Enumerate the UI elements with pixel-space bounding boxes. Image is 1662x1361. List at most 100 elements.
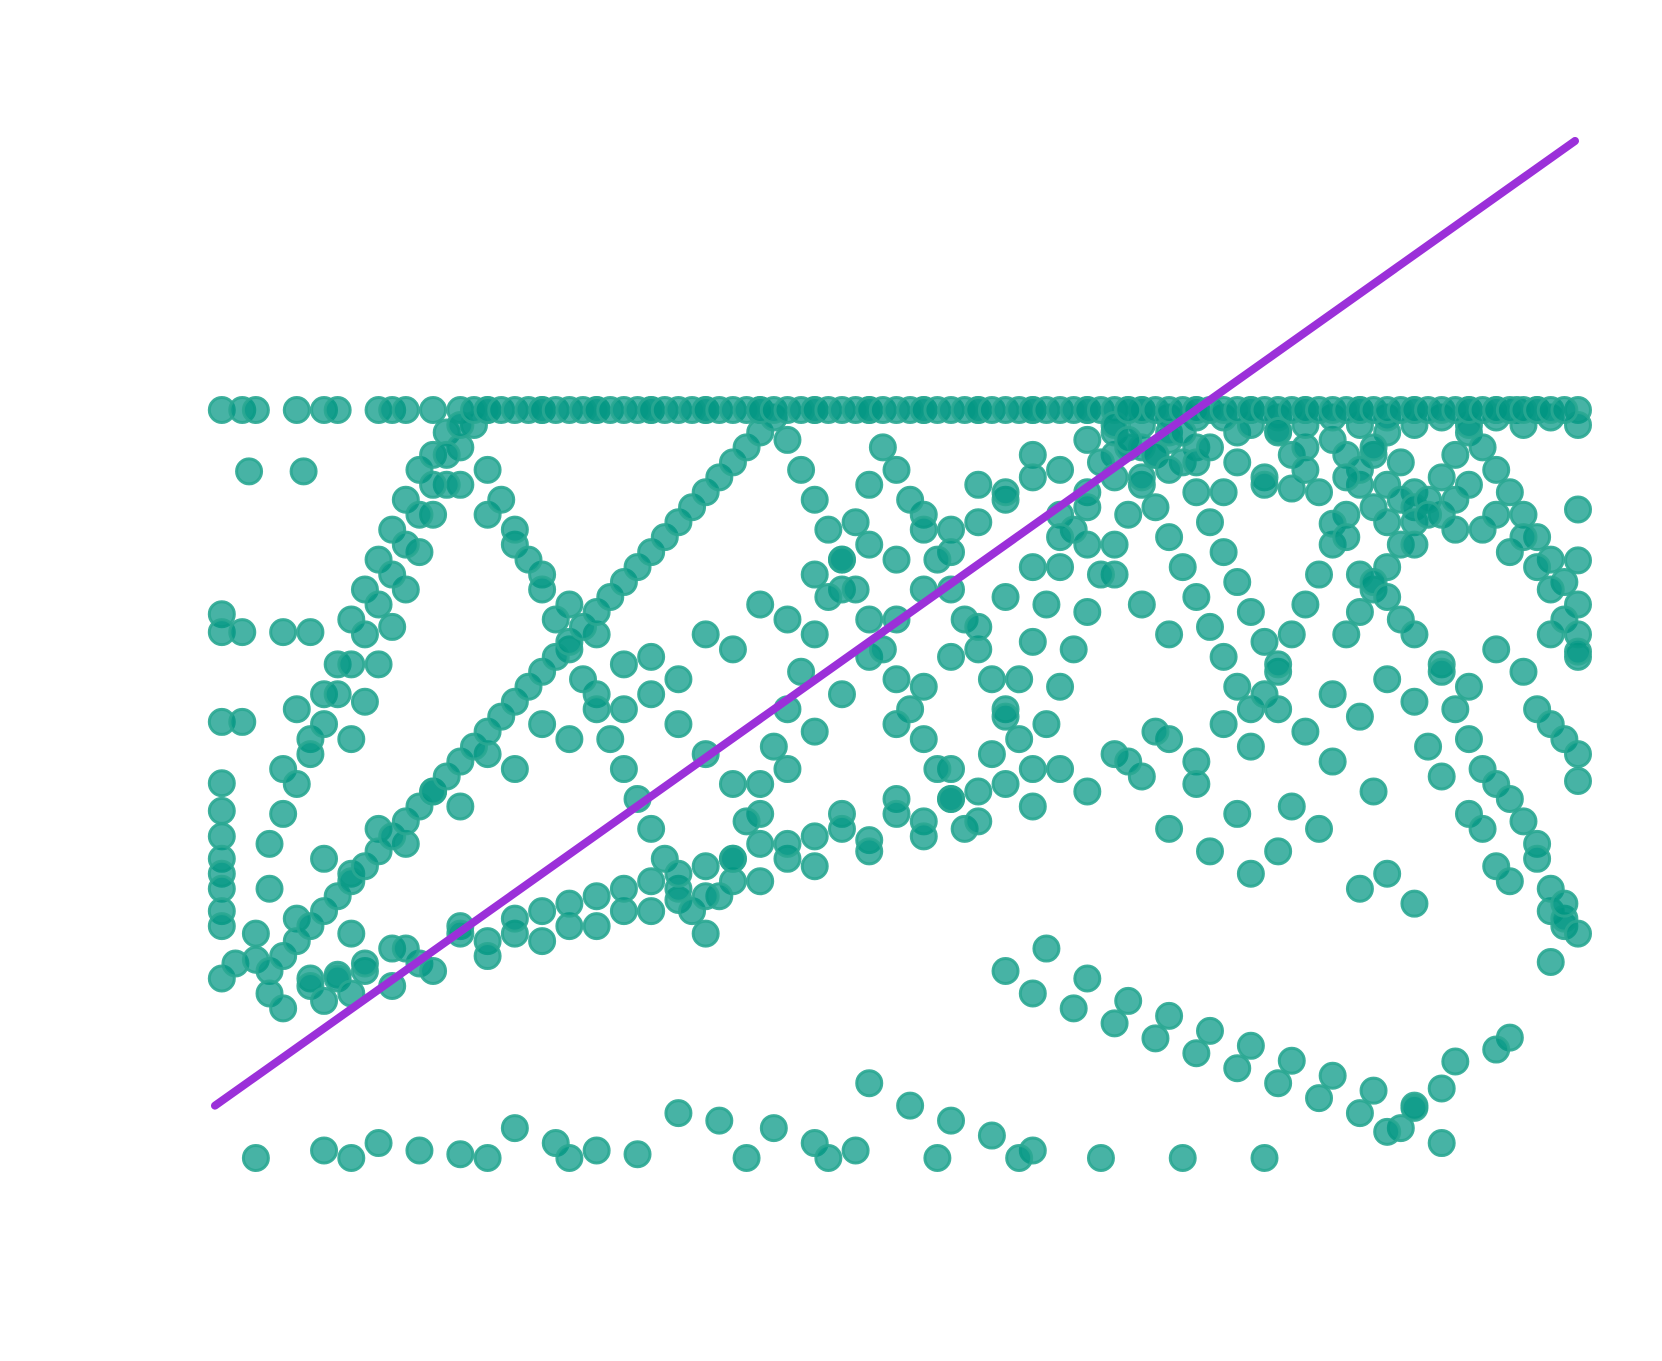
scatter-point [473,455,502,484]
scatter-point [1155,620,1184,649]
scatter-point [841,508,870,537]
scatter-point [759,1114,788,1143]
scatter-point [289,457,318,486]
scatter-point [1277,474,1306,503]
scatter-point [1032,934,1061,963]
scatter-point [773,829,802,858]
scatter-point [1482,455,1511,484]
scatter-point [1073,964,1102,993]
scatter-point [1332,523,1361,552]
scatter-point [419,470,448,499]
scatter-point [1018,979,1047,1008]
scatter-point [514,545,543,574]
scatter-point [827,545,856,574]
scatter-point [1441,515,1470,544]
scatter-point [1018,627,1047,656]
scatter-point [1523,844,1552,873]
scatter-point [1182,770,1211,798]
scatter-point [405,1136,434,1165]
scatter-point [773,425,802,454]
scatter-point [337,919,366,948]
scatter-point [882,665,911,694]
scatter-point [1046,755,1075,784]
scatter-point [1468,814,1497,843]
scatter-point [282,770,311,798]
scatter-point [1454,470,1483,499]
scatter-point [500,515,529,544]
scatter-point [1182,583,1211,611]
scatter-point [1209,642,1238,671]
scatter-point [473,1144,502,1172]
scatter-point [991,478,1020,507]
scatter-point [1291,717,1320,746]
scatter-point [814,1144,843,1172]
scatter-point [664,710,693,739]
scatter-point [609,695,638,724]
scatter-point [964,807,993,836]
scatter-point [1114,747,1143,776]
scatter-point [555,725,584,754]
scatter-point [1318,680,1347,709]
scatter-point [269,618,298,647]
scatter-point [1454,672,1483,701]
scatter-point [1359,777,1388,806]
scatter-point [1046,553,1075,582]
scatter-point [1073,777,1102,806]
scatter-point [1400,1093,1429,1122]
scatter-point [364,650,393,679]
scatter-point [923,1144,952,1172]
scatter-point [882,455,911,484]
scatter-point [391,934,420,963]
scatter-point [1441,1047,1470,1076]
scatter-point [1414,732,1443,761]
scatter-point [1468,433,1497,462]
scatter-point [1373,1117,1402,1146]
scatter-point [977,1121,1006,1150]
scatter-point [1536,575,1565,604]
scatter-point [1427,657,1456,686]
scatter-point [1564,546,1592,575]
scatter-point [207,769,236,798]
scatter-point [1482,500,1511,529]
scatter-point [541,605,570,634]
scatter-point [1223,799,1252,828]
scatter-point [855,605,884,634]
scatter-point [1114,396,1143,424]
scatter-point [405,500,434,529]
scatter-point [855,837,884,866]
scatter-point [1250,470,1279,499]
scatter-point [637,642,666,671]
scatter-point [1209,538,1238,567]
scatter-point [1032,590,1061,619]
scatter-point [432,440,461,469]
scatter-point [991,770,1020,798]
scatter-point [241,396,270,424]
scatter-point [923,755,952,784]
scatter-point [378,560,407,589]
scatter-point [1168,553,1197,582]
scatter-point [1550,889,1579,918]
scatter-point [800,560,829,589]
scatter-point [896,1091,925,1120]
scatter-point [350,620,379,649]
scatter-point [1495,478,1524,507]
scatter-points [207,396,1592,1172]
scatter-point [746,867,775,896]
scatter-point [814,583,843,611]
scatter-point [800,852,829,881]
scatter-point [664,1099,693,1128]
scatter-point [1195,508,1224,537]
scatter-point [1127,590,1156,619]
scatter-point [909,515,938,544]
scatter-point [337,1144,366,1172]
scatter-point [1236,597,1265,626]
scatter-point [1168,1144,1197,1172]
scatter-point [1495,867,1524,896]
scatter-point [207,796,236,825]
scatter-point [1264,650,1293,679]
scatter-point [882,710,911,739]
scatter-point [310,1136,339,1165]
scatter-point [1291,455,1320,484]
